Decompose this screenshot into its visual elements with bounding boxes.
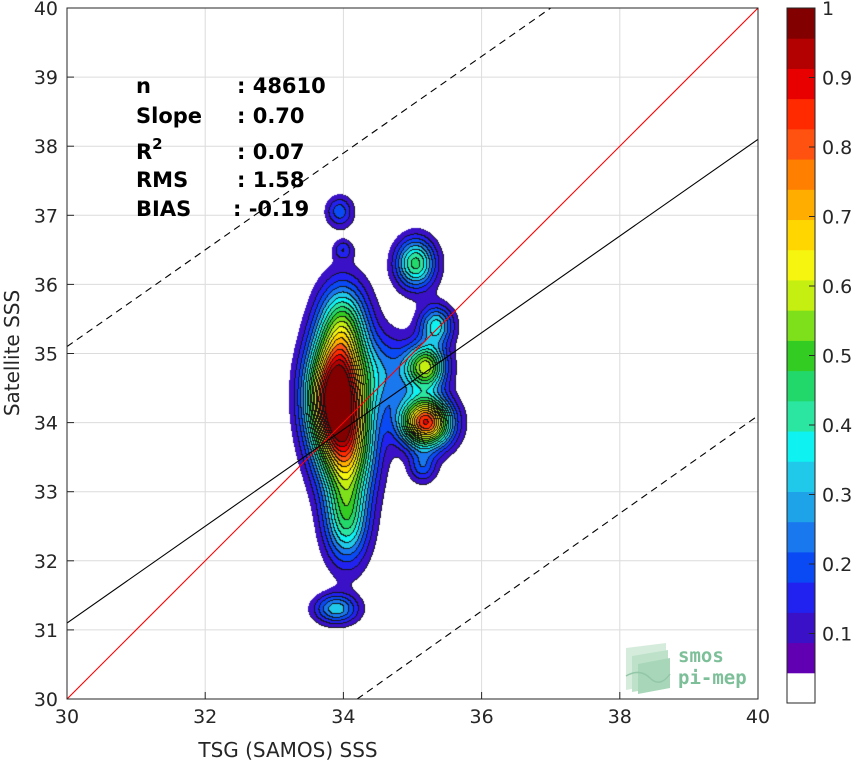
- y-tick-label: 35: [34, 344, 58, 366]
- colorbar-swatch: [787, 612, 815, 644]
- colorbar-swatch: [787, 38, 815, 69]
- x-tick-label: 34: [331, 706, 355, 728]
- y-tick-label: 32: [34, 551, 58, 573]
- colorbar-swatch: [787, 642, 815, 674]
- stat-slope-label: Slope: [136, 104, 202, 128]
- y-tick-label: 31: [34, 620, 58, 642]
- y-axis-label: Satellite SSS: [0, 290, 24, 416]
- colorbar-swatch: [787, 189, 815, 221]
- logo-line2: pi-mep: [678, 667, 747, 689]
- colorbar-swatch: [787, 98, 815, 130]
- colorbar-swatch: [787, 279, 815, 311]
- y-tick-label: 40: [34, 0, 58, 20]
- x-axis-ticks: 30 32 34 36 38 40: [55, 692, 770, 728]
- logo-waves-icon: [625, 643, 671, 694]
- colorbar-tick-label: 0.2: [822, 554, 852, 576]
- colorbar-swatch: [787, 8, 815, 39]
- stat-r2-superscript: 2: [152, 135, 162, 153]
- colorbar-ticks: 0.1 0.2 0.3 0.4 0.5 0.6 0.7 0.8 0.9 1: [809, 0, 852, 646]
- colorbar-swatch: [787, 672, 815, 704]
- y-tick-label: 34: [34, 413, 58, 435]
- colorbar-tick-label: 0.4: [822, 415, 852, 437]
- line-lower-bound: [356, 415, 758, 699]
- x-tick-label: 36: [470, 706, 494, 728]
- colorbar-tick-label: 0.1: [822, 624, 852, 646]
- y-tick-label: 37: [34, 205, 58, 227]
- y-tick-label: 38: [34, 136, 58, 158]
- x-tick-label: 30: [55, 706, 79, 728]
- colorbar-swatch: [787, 521, 815, 553]
- colorbar-swatch: [787, 128, 815, 160]
- line-one-to-one: [67, 8, 758, 699]
- colorbar-swatch: [787, 249, 815, 281]
- x-tick-label: 40: [746, 706, 770, 728]
- colorbar-swatch: [787, 310, 815, 341]
- logo-line1: smos: [678, 645, 724, 667]
- x-tick-label: 38: [608, 706, 632, 728]
- x-axis-label: TSG (SAMOS) SSS: [197, 738, 377, 762]
- colorbar-swatch: [787, 400, 815, 432]
- colorbar-tick-label: 0.9: [822, 68, 852, 90]
- colorbar-tick-label: 0.6: [822, 276, 852, 298]
- colorbar-swatch: [787, 551, 815, 583]
- colorbar: 0.1 0.2 0.3 0.4 0.5 0.6 0.7 0.8 0.9 1: [786, 0, 852, 704]
- stat-bias-label: BIAS: [136, 197, 191, 221]
- stat-r2-label: R2: [136, 135, 163, 164]
- stat-r2-value: : 0.07: [237, 140, 305, 164]
- colorbar-swatch: [787, 582, 815, 613]
- colorbar-swatch: [787, 68, 815, 100]
- stat-slope-value: : 0.70: [237, 104, 305, 128]
- colorbar-tick-label: 0.8: [822, 137, 852, 159]
- colorbar-tick-label: 1: [822, 0, 834, 20]
- colorbar-swatch: [787, 461, 815, 492]
- reference-lines: [67, 8, 758, 699]
- stat-n-value: : 48610: [237, 74, 326, 98]
- smos-pi-mep-logo: smos pi-mep: [625, 643, 747, 694]
- y-tick-label: 33: [34, 482, 58, 504]
- y-axis-ticks: 30 31 32 33 34 35 36 37 38 39 40: [34, 0, 74, 711]
- line-upper-bound: [67, 8, 552, 348]
- line-regression-fit: [67, 138, 758, 624]
- stat-rms-value: : 1.58: [237, 168, 305, 192]
- colorbar-swatch: [787, 159, 815, 190]
- y-tick-label: 30: [34, 689, 58, 711]
- colorbar-swatch: [787, 370, 815, 402]
- colorbar-swatch: [787, 431, 815, 462]
- statistics-box: n : 48610 Slope : 0.70 R2 : 0.07 RMS : 1…: [136, 74, 326, 221]
- y-tick-label: 39: [34, 67, 58, 89]
- colorbar-swatch: [787, 219, 815, 251]
- colorbar-tick-label: 0.7: [822, 207, 852, 229]
- stat-r2-base: R: [136, 140, 152, 164]
- colorbar-tick-label: 0.3: [822, 485, 852, 507]
- colorbar-tick-label: 0.5: [822, 346, 852, 368]
- stat-n-label: n: [136, 74, 151, 98]
- y-tick-label: 36: [34, 274, 58, 296]
- colorbar-swatch: [787, 491, 815, 523]
- stat-bias-value: : -0.19: [233, 197, 309, 221]
- x-tick-label: 32: [193, 706, 217, 728]
- colorbar-swatches: [787, 8, 815, 704]
- stat-rms-label: RMS: [136, 168, 188, 192]
